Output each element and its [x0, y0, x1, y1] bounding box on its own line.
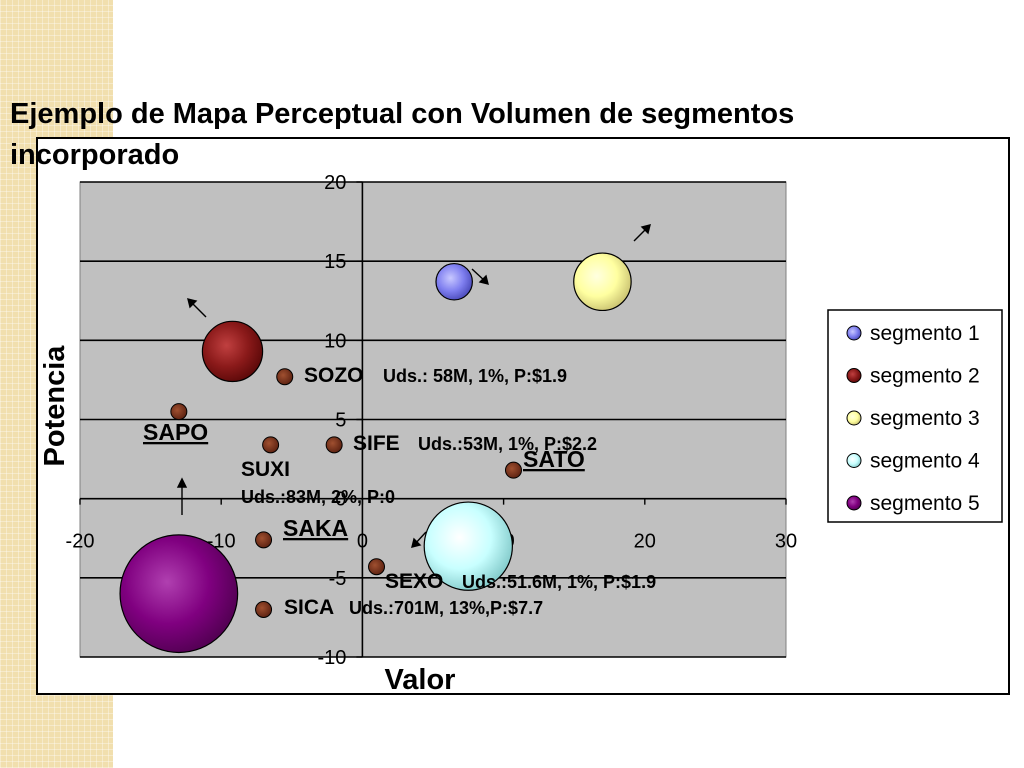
- y-tick-label: 5: [335, 410, 346, 432]
- legend-label-segmento-2: segmento 2: [870, 365, 980, 388]
- x-tick-label: 30: [775, 531, 797, 553]
- legend-label-segmento-3: segmento 3: [870, 407, 980, 430]
- arrowhead-segmento-2: [187, 298, 198, 309]
- label-suxi-name: SUXI: [241, 458, 290, 481]
- label-sapo: SAPO: [143, 419, 208, 445]
- product-point: [255, 531, 273, 549]
- x-axis-title: Valor: [385, 664, 456, 693]
- product-point: [325, 436, 343, 454]
- label-sica-name: SICA: [284, 596, 334, 619]
- legend-label-segmento-1: segmento 1: [870, 322, 980, 345]
- arrowhead-segmento-1: [478, 274, 489, 285]
- product-point: [255, 601, 273, 618]
- y-tick-label: -5: [329, 568, 347, 590]
- y-axis-title: Potencia: [39, 345, 71, 467]
- label-sozo-name: SOZO: [304, 364, 364, 387]
- product-point: [170, 403, 188, 421]
- label-sozo-detail: Uds.: 58M, 1%, P:$1.9: [383, 366, 567, 386]
- y-tick-label: 10: [324, 330, 346, 352]
- product-annotations: SOZO Uds.: 58M, 1%, P:$1.9 SAPO SIFE Uds…: [143, 364, 656, 619]
- segment-bubbles: [119, 252, 632, 654]
- movement-arrows: [176, 224, 651, 548]
- label-sife-name: SIFE: [353, 432, 400, 455]
- legend-marker-segmento-1: [846, 325, 862, 341]
- arrowhead-segmento-3: [640, 224, 651, 235]
- x-tick-label: 20: [634, 531, 656, 553]
- label-sexo-detail: Uds.:51.6M, 1%, P:$1.9: [462, 572, 656, 592]
- bubble-chart: -10 -5 0 5 10 15 20 -20 -10 0 10 20 30 SOZO Uds.: 5…: [39, 172, 1003, 693]
- slide-title: Ejemplo de Mapa Perceptual con Volumen d…: [10, 98, 795, 171]
- label-sife-detail: Uds.:53M, 1%, P:$2.2: [418, 434, 597, 454]
- product-point: [368, 558, 386, 576]
- arrowhead-segmento-5: [176, 477, 188, 488]
- bubble-segmento-3: [573, 252, 632, 312]
- chart-frame: -10 -5 0 5 10 15 20 -20 -10 0 10 20 30 SOZO Uds.: 5…: [36, 137, 1010, 695]
- y-tick-labels: -10 -5 0 5 10 15 20: [317, 172, 346, 669]
- grid-lines: [80, 181, 786, 658]
- label-saka: SAKA: [283, 515, 348, 541]
- arrowhead-segmento-4: [411, 537, 422, 548]
- label-sexo-name: SEXO: [385, 570, 443, 593]
- legend-marker-segmento-4: [846, 453, 862, 468]
- product-point: [262, 436, 280, 454]
- bubble-segmento-5: [119, 534, 239, 654]
- y-tick-label: 0: [335, 489, 346, 511]
- label-sato: SATO: [523, 446, 585, 472]
- legend-marker-segmento-5: [846, 495, 862, 511]
- label-sica-detail: Uds.:701M, 13%,P:$7.7: [349, 598, 543, 618]
- product-points: [170, 368, 522, 618]
- legend: segmento 1 segmento 2 segmento 3 segmento 4…: [827, 309, 1003, 523]
- y-tick-label: 15: [324, 251, 346, 273]
- legend-marker-segmento-3: [846, 410, 862, 426]
- bubble-segmento-1: [435, 262, 473, 301]
- y-tick-label: 20: [324, 172, 346, 194]
- bubble-segmento-4: [423, 501, 513, 591]
- x-tick-label: -20: [66, 531, 95, 553]
- product-point: [276, 368, 294, 386]
- legend-label-segmento-4: segmento 4: [870, 450, 980, 473]
- axes: [79, 181, 787, 658]
- legend-label-segmento-5: segmento 5: [870, 492, 980, 515]
- legend-marker-segmento-2: [846, 368, 862, 383]
- product-point: [504, 461, 522, 479]
- y-tick-label: -10: [317, 647, 346, 669]
- x-tick-label: 0: [357, 531, 368, 553]
- bubble-segmento-2: [201, 320, 264, 383]
- label-suxi-detail: Uds.:83M, 2%, P:0: [241, 487, 395, 507]
